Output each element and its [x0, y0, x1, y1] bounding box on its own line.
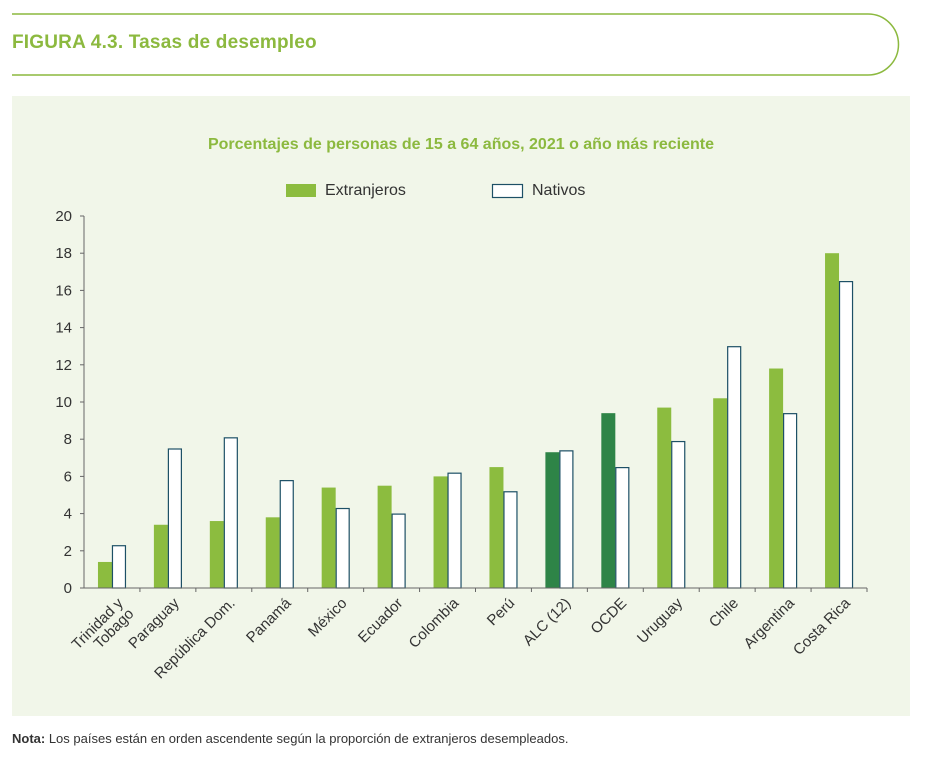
- bar-nativos: [503, 491, 518, 589]
- bar-nativos: [223, 437, 238, 589]
- x-tick-label: ALC (12): [520, 595, 574, 649]
- bar-nativos: [111, 545, 127, 589]
- note-text: Los países están en orden ascendente seg…: [45, 731, 569, 746]
- legend-swatch-nativos: [491, 183, 524, 199]
- x-tick-label: Perú: [484, 595, 518, 629]
- bar-extranjeros: [657, 407, 672, 588]
- x-tick-label: México: [305, 595, 351, 641]
- y-tick-label: 18: [55, 245, 72, 262]
- chart-title: Porcentajes de personas de 15 a 64 años,…: [208, 136, 714, 153]
- legend: Extranjeros Nativos: [286, 182, 585, 199]
- bar-nativos: [279, 480, 294, 589]
- x-tick-label: Paraguay: [125, 594, 183, 652]
- x-tick-label: Trinidad yTobago: [69, 594, 138, 663]
- y-tick-label: 14: [55, 320, 72, 337]
- bar-extranjeros: [825, 253, 840, 588]
- y-tick-label: 0: [64, 580, 72, 597]
- legend-swatch-extranjeros: [286, 184, 316, 197]
- bar-extranjeros: [97, 561, 112, 588]
- y-tick-label: 10: [55, 394, 72, 411]
- bar-extranjeros: [377, 485, 392, 588]
- y-axis: 0 2 4 6 8 10 12 14 16 18 20: [55, 208, 85, 597]
- bar-extranjeros: [601, 413, 616, 588]
- x-tick-label: OCDE: [587, 595, 630, 638]
- bar-nativos: [447, 472, 462, 589]
- y-tick-label: 8: [64, 431, 72, 448]
- x-tick-label: Uruguay: [634, 594, 686, 646]
- bar-nativos: [727, 346, 742, 589]
- x-tick-label: Argentina: [741, 594, 799, 652]
- bar-nativos: [838, 281, 854, 589]
- bar-extranjeros: [153, 524, 168, 588]
- x-tick-label: Chile: [706, 595, 742, 631]
- y-tick-label: 4: [64, 506, 72, 523]
- y-tick-label: 6: [64, 468, 72, 485]
- bar-nativos: [167, 448, 182, 589]
- bar-extranjeros: [321, 487, 336, 588]
- bar-nativos: [335, 507, 350, 589]
- figure-title: FIGURA 4.3. Tasas de desempleo: [12, 32, 317, 53]
- bar-nativos: [783, 413, 798, 589]
- y-tick-label: 16: [55, 282, 72, 299]
- x-tick-label: Costa Rica: [790, 594, 854, 658]
- y-tick-label: 2: [64, 543, 72, 560]
- y-tick-label: 20: [55, 208, 72, 225]
- note-label: Nota:: [12, 731, 46, 746]
- bar-nativos: [559, 450, 574, 589]
- bar-extranjeros: [433, 476, 448, 588]
- bar-extranjeros: [265, 517, 280, 588]
- legend-label-extranjeros: Extranjeros: [325, 182, 406, 199]
- bar-nativos: [391, 513, 406, 589]
- y-tick-label: 12: [55, 357, 72, 374]
- x-tick-label: Panamá: [243, 594, 295, 646]
- bar-extranjeros: [489, 467, 504, 588]
- header-frame: [12, 13, 900, 76]
- x-tick-label: Colombia: [406, 594, 463, 651]
- note: Nota: Los países están en orden ascenden…: [12, 731, 568, 746]
- bar-extranjeros: [545, 452, 560, 588]
- chart-panel: Porcentajes de personas de 15 a 64 años,…: [12, 96, 910, 716]
- x-tick-label: Ecuador: [355, 595, 407, 647]
- bars: [97, 253, 854, 589]
- bar-extranjeros: [209, 521, 224, 588]
- bar-chart: Porcentajes de personas de 15 a 64 años,…: [55, 136, 868, 682]
- bar-extranjeros: [769, 368, 784, 588]
- bar-nativos: [671, 440, 686, 589]
- bar-extranjeros: [713, 398, 728, 588]
- bar-nativos: [615, 467, 630, 589]
- legend-label-nativos: Nativos: [532, 182, 585, 199]
